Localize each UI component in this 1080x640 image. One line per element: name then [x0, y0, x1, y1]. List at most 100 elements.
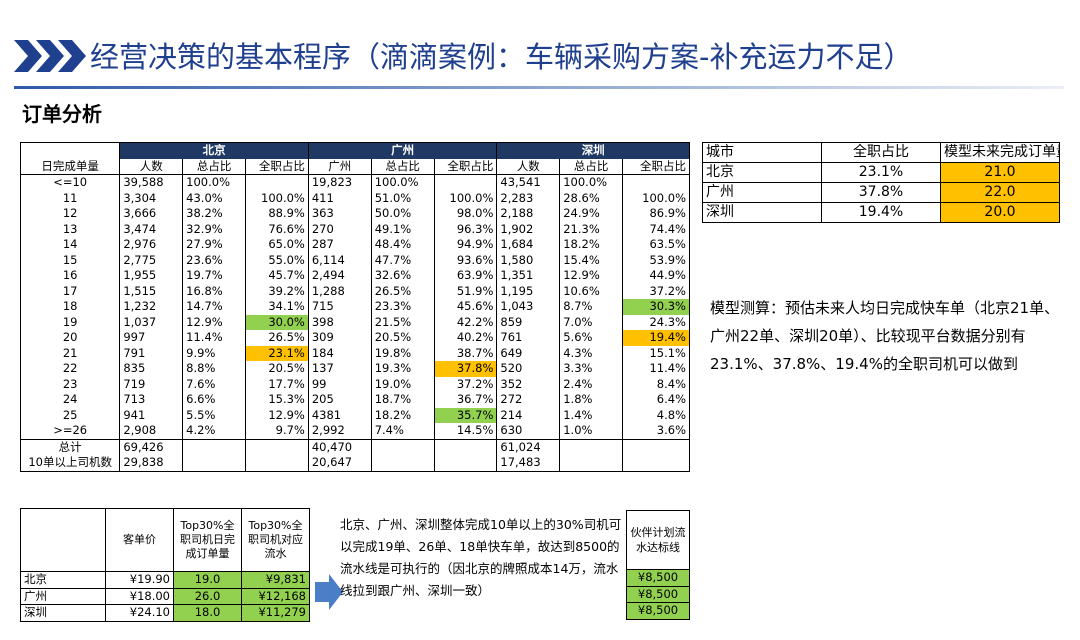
cell: 713: [119, 392, 183, 408]
cell: 23: [19, 376, 120, 392]
cell: 15.4%: [559, 252, 623, 268]
cell: 1,288: [307, 283, 372, 299]
cell: 深圳: [20, 604, 106, 622]
cell: 42.2%: [433, 314, 497, 330]
cell: 32.6%: [370, 268, 435, 284]
data-row: 19 1,037 12.9% 30.0% 398 21.5% 42.2% 859 7.0% 24.…: [19, 314, 690, 330]
cell: 10.6%: [559, 283, 623, 299]
cell: 3,304: [119, 190, 183, 206]
cell: 287: [307, 237, 372, 253]
cell: 1,232: [119, 299, 183, 315]
column-header: 总占比: [559, 158, 623, 175]
subtitle: 订单分析: [22, 102, 102, 126]
cell: 19.0%: [370, 376, 435, 392]
cell: 835: [119, 361, 183, 377]
cell: 38.7%: [433, 345, 497, 361]
cell: 35.7%: [433, 407, 497, 423]
cell: 100.0%: [370, 174, 435, 191]
data-row: ¥8,500: [626, 585, 690, 603]
cell: 12.9%: [559, 268, 623, 284]
arrow-text: 北京、广州、深圳整体完成10单以上的30%司机可以完成19单、26单、18单快车…: [340, 517, 622, 598]
cell: 411: [307, 190, 372, 206]
cell: 3,474: [119, 221, 183, 237]
cell: [370, 439, 435, 455]
cell: 859: [496, 314, 560, 330]
price-table: 客单价 Top30%全职司机日完成订单量 Top30%全职司机对应流水 北京 ¥19.9…: [20, 508, 310, 622]
cell: 19.7%: [182, 268, 246, 284]
cell: 53.9%: [622, 252, 690, 268]
cell: 63.9%: [433, 268, 497, 284]
column-header: 人数: [496, 158, 560, 175]
cell: 43.0%: [182, 190, 246, 206]
data-row: 深圳 ¥24.10 18.0 ¥11,279: [20, 604, 310, 622]
column-header: 全职占比: [245, 158, 309, 175]
cell: 137: [307, 361, 372, 377]
cell: 北京: [702, 162, 822, 183]
cell: 2,494: [307, 268, 372, 284]
cell: 17,483: [496, 455, 560, 471]
column-header: 人数: [119, 158, 183, 175]
cell: 205: [307, 392, 372, 408]
cell: 19.0: [173, 571, 242, 589]
arrow: [315, 574, 343, 610]
cell: 1,037: [119, 314, 183, 330]
cell: 11: [19, 190, 120, 206]
cell: 40.2%: [433, 330, 497, 346]
cell: 3,666: [119, 206, 183, 222]
cell: 4.8%: [622, 407, 690, 423]
data-row: 总计 69,426 40,470 61,024: [19, 439, 690, 455]
cell: 2,775: [119, 252, 183, 268]
cell: 29,838: [119, 455, 183, 471]
group-header: 深圳: [496, 142, 690, 159]
cell: [245, 455, 309, 471]
cell: 94.9%: [433, 237, 497, 253]
cell: 26.5%: [245, 330, 309, 346]
cell: 19.3%: [370, 361, 435, 377]
cell: 65.0%: [245, 237, 309, 253]
cell: 34.1%: [245, 299, 309, 315]
cell: 3.6%: [622, 423, 690, 439]
cell: 总计: [19, 439, 120, 455]
cell: 69,426: [119, 439, 183, 455]
cell: 63.5%: [622, 237, 690, 253]
column-header: Top30%全职司机对应流水: [241, 508, 310, 572]
cell: 39,588: [119, 174, 183, 191]
cell: 1,043: [496, 299, 560, 315]
cell: ¥24.10: [105, 604, 174, 622]
cell: 7.0%: [559, 314, 623, 330]
data-row: 12 3,666 38.2% 88.9% 363 50.0% 98.0% 2,188 24.9%…: [19, 206, 690, 222]
header-row: 日完成单量 人数 总占比 全职占比 广州 总占比 全职占比 人数 总占比 全职占比: [19, 158, 690, 175]
cell: 43,541: [496, 174, 560, 191]
cell: 1.8%: [559, 392, 623, 408]
cell: 37.8%: [821, 182, 941, 203]
cell: 20.5%: [245, 361, 309, 377]
cell: 6.6%: [182, 392, 246, 408]
cell: 15.3%: [245, 392, 309, 408]
cell: 86.9%: [622, 206, 690, 222]
cell: 2,992: [307, 423, 372, 439]
column-header: 总占比: [370, 158, 435, 175]
cell: 4381: [307, 407, 372, 423]
column-header: 全职占比: [622, 158, 690, 175]
cell: ¥19.90: [105, 571, 174, 589]
cell: 44.9%: [622, 268, 690, 284]
cell: [245, 174, 309, 191]
cell: 广州: [702, 182, 822, 203]
cell: 4.2%: [182, 423, 246, 439]
data-row: 13 3,474 32.9% 76.6% 270 49.1% 96.3% 1,902 21.3%…: [19, 221, 690, 237]
cell: 40,470: [307, 439, 372, 455]
data-row: 23 719 7.6% 17.7% 99 19.0% 37.2% 352 2.4% 8.4%: [19, 376, 690, 392]
cell: 30.3%: [622, 299, 690, 315]
data-row: 10单以上司机数 29,838 20,647 17,483: [19, 455, 690, 471]
data-row: 15 2,775 23.6% 55.0% 6,114 47.7% 93.6% 1,580 15.…: [19, 252, 690, 268]
cell: 37.8%: [433, 361, 497, 377]
cell: 761: [496, 330, 560, 346]
cell: 74.4%: [622, 221, 690, 237]
cell: 5.6%: [559, 330, 623, 346]
cell: 25: [19, 407, 120, 423]
cell: 21.3%: [559, 221, 623, 237]
cell: 14: [19, 237, 120, 253]
cell: 1,351: [496, 268, 560, 284]
cell: 19,823: [307, 174, 372, 191]
chevron: [14, 40, 42, 72]
